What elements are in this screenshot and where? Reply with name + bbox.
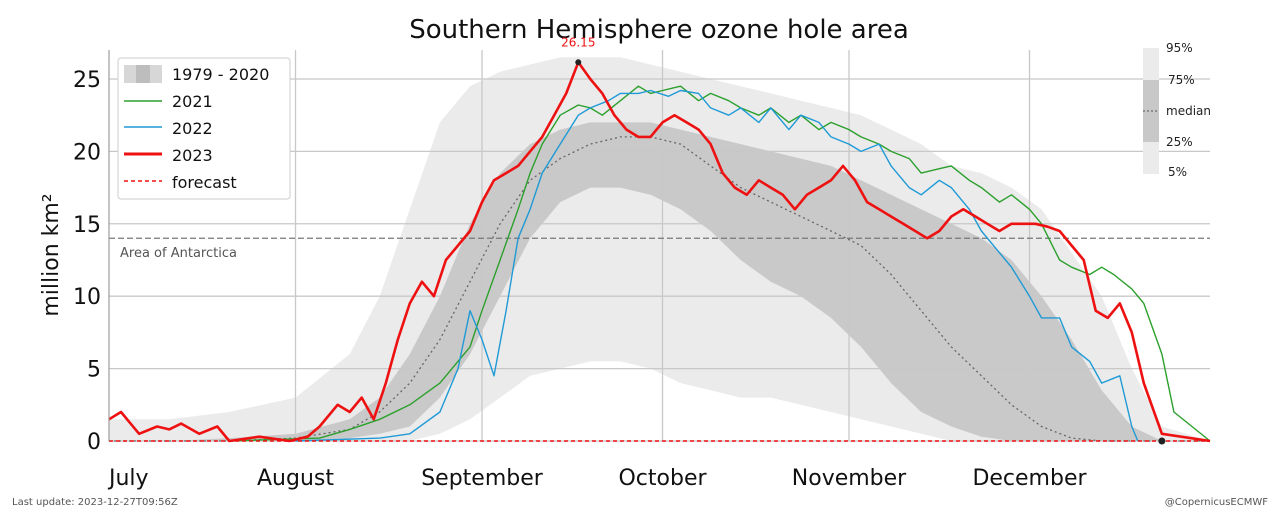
x-tick-label: September (421, 466, 544, 491)
percentile-label-median: median (1166, 104, 1211, 118)
x-tick-label: November (792, 466, 907, 491)
legend-label-band: 1979 - 2020 (172, 65, 269, 84)
peak-marker (575, 59, 582, 66)
y-tick-label: 25 (73, 68, 101, 93)
axes: 0 5 10 15 20 25 July August September October Nove… (73, 50, 1087, 491)
legend-frame (117, 57, 291, 200)
median-line (109, 136, 1210, 442)
climatology-band (109, 57, 1210, 442)
legend-label-2021: 2021 (172, 92, 213, 111)
percentile-label-25: 25% (1166, 135, 1193, 149)
series-line-2023 (108, 60, 1211, 443)
legend: 1979 - 2020 2021 2022 2023 forecast (117, 57, 291, 200)
y-tick-label: 20 (73, 140, 101, 165)
end-marker (1158, 437, 1166, 445)
y-tick-label: 15 (73, 213, 101, 238)
copyright-text: @CopernicusECMWF (1165, 497, 1269, 508)
legend-label-2022: 2022 (172, 119, 213, 138)
antarctica-reference: Area of Antarctica (109, 237, 1210, 261)
x-tick-label: October (618, 466, 707, 491)
series-line-2022 (295, 89, 1139, 442)
last-update-text: Last update: 2023-12-27T09:56Z (12, 497, 178, 508)
band-25-75 (109, 122, 1210, 442)
chart-title: Southern Hemisphere ozone hole area (409, 15, 909, 45)
legend-label-forecast: forecast (172, 173, 237, 192)
series-line-2021 (229, 85, 1211, 442)
reference-line-label: Area of Antarctica (120, 246, 237, 261)
y-tick-label: 10 (73, 285, 101, 310)
x-tick-label: December (972, 466, 1087, 491)
percentile-label-75: 75% (1168, 73, 1195, 87)
climatology-median-line (109, 136, 1210, 442)
percentile-label-5: 5% (1168, 165, 1187, 179)
y-axis-label: million km² (39, 193, 64, 316)
y-tick-label: 5 (87, 358, 101, 383)
legend-swatch-band-inner (136, 65, 150, 83)
peak-value-label: 26.15 (561, 35, 595, 49)
legend-label-2023: 2023 (172, 146, 213, 165)
percentile-label-95: 95% (1166, 41, 1193, 55)
peak-annotation: 26.15 (561, 35, 595, 66)
x-tick-label: August (257, 466, 334, 491)
series-lines (108, 60, 1211, 445)
percentile-key: 95% 75% median 25% 5% (1143, 41, 1211, 179)
y-tick-label: 0 (87, 430, 101, 455)
x-tick-label: July (107, 466, 149, 491)
